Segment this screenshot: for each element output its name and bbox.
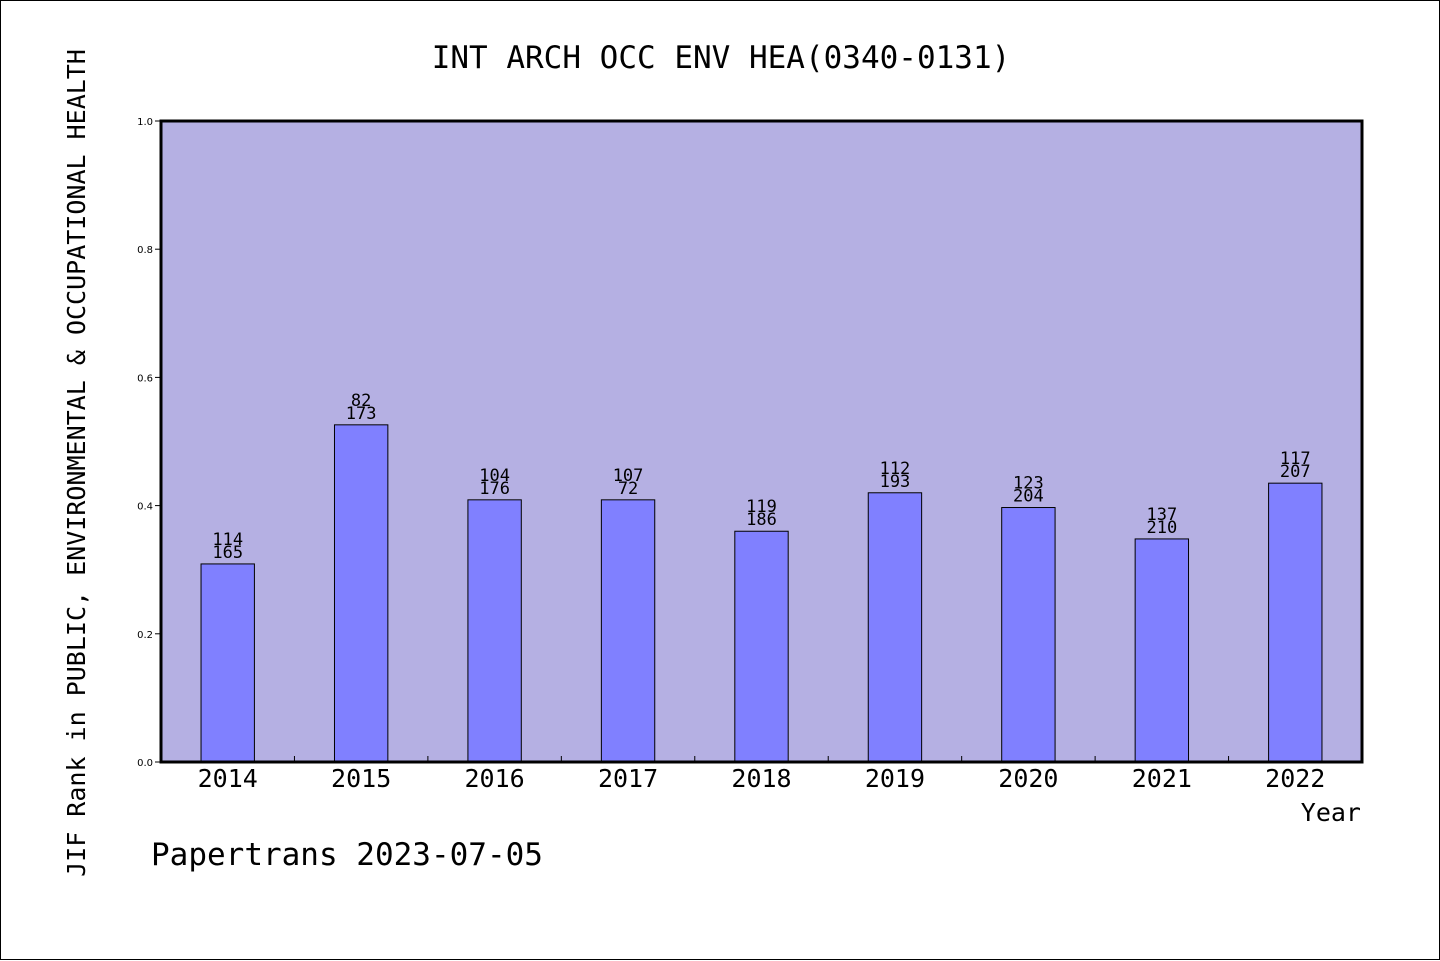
x-tick-label: 2014	[198, 764, 258, 793]
x-tick-label: 2022	[1265, 764, 1325, 793]
bar	[1001, 507, 1056, 763]
bar	[1268, 482, 1323, 763]
bar	[200, 563, 255, 763]
x-tick-label: 2016	[465, 764, 525, 793]
bar-total-label: 165	[212, 543, 243, 563]
y-axis-label: JIF Rank in PUBLIC, ENVIRONMENTAL & OCCU…	[62, 49, 91, 877]
bar	[600, 499, 656, 763]
bar-rank-label: 82	[351, 391, 371, 411]
bar	[867, 492, 923, 763]
bar-rank-label: 119	[746, 497, 777, 517]
bar	[467, 499, 522, 763]
x-tick-label: 2017	[598, 764, 658, 793]
y-tick-label: 0.8	[137, 245, 153, 256]
x-axis-label: Year	[1301, 798, 1361, 827]
bar-total-label: 210	[1146, 518, 1177, 538]
bar-rank-label: 112	[880, 459, 911, 479]
y-tick-label: 0.0	[137, 758, 153, 769]
bar-rank-label: 114	[212, 530, 243, 550]
bar-total-label: 72	[618, 479, 638, 499]
bar-total-label: 207	[1280, 462, 1311, 482]
plot-frame	[159, 119, 1364, 764]
x-tick-label: 2020	[998, 764, 1058, 793]
bar-total-label: 186	[746, 510, 777, 530]
x-tick-label: 2015	[331, 764, 391, 793]
y-tick-label: 0.2	[137, 630, 153, 641]
y-tick-label: 0.6	[137, 373, 153, 384]
bar-total-label: 193	[880, 472, 911, 492]
bar	[1134, 538, 1190, 763]
bar-rank-label: 104	[479, 466, 510, 486]
bar-rank-label: 107	[613, 466, 644, 486]
footer-watermark: Papertrans 2023-07-05	[151, 837, 543, 873]
bar-total-label: 204	[1013, 487, 1044, 507]
bar	[734, 530, 789, 763]
bar-total-label: 173	[346, 404, 377, 424]
x-tick-label: 2018	[731, 764, 791, 793]
y-tick-label: 1.0	[137, 117, 153, 128]
x-tick-label: 2021	[1132, 764, 1192, 793]
bar-rank-label: 123	[1013, 474, 1044, 494]
chart-title: INT ARCH OCC ENV HEA(0340-0131)	[432, 40, 1011, 76]
bar-rank-label: 137	[1146, 505, 1177, 525]
bar-rank-label: 117	[1280, 449, 1311, 469]
bar	[333, 424, 389, 763]
y-tick-label: 0.4	[137, 502, 153, 513]
bar-total-label: 176	[479, 479, 510, 499]
x-tick-label: 2019	[865, 764, 925, 793]
